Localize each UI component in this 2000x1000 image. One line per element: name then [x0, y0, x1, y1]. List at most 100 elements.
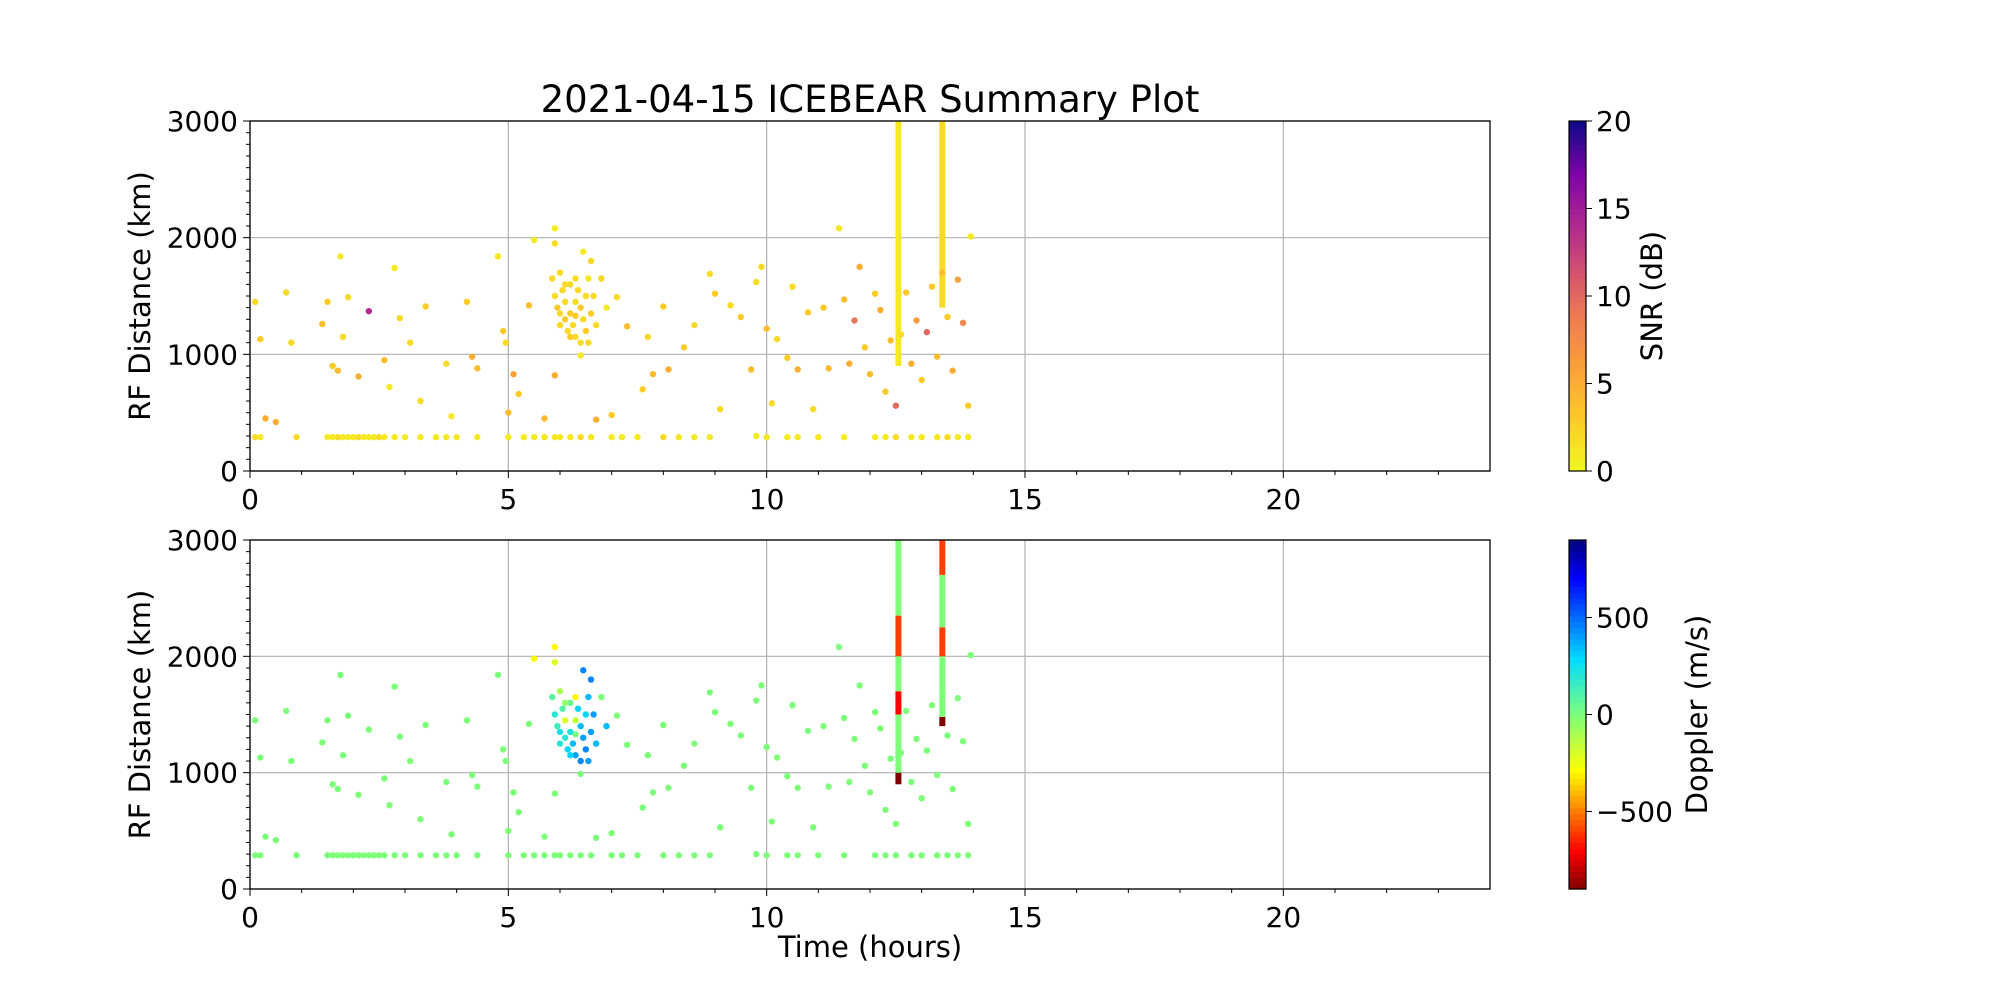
- colorbar-swatch: [1569, 656, 1586, 663]
- data-point: [585, 693, 592, 701]
- data-point: [564, 327, 571, 335]
- data-point: [964, 433, 972, 441]
- data-point: [474, 365, 481, 372]
- colorbar-swatch: [1569, 563, 1586, 570]
- data-point: [649, 789, 657, 796]
- colorbar-swatch: [1569, 389, 1586, 396]
- data-point: [324, 717, 331, 724]
- data-point: [569, 321, 577, 329]
- data-point: [892, 852, 900, 859]
- y-axis-label: RF Distance (km): [123, 590, 157, 840]
- data-point: [840, 714, 848, 722]
- colorbar-swatch: [1569, 278, 1586, 285]
- data-point: [463, 717, 471, 724]
- data-point: [474, 433, 481, 441]
- data-point: [871, 433, 879, 441]
- data-point: [691, 321, 698, 329]
- y-tick-label: 0: [220, 455, 238, 488]
- data-point: [551, 292, 559, 300]
- colorbar-swatch: [1569, 836, 1586, 844]
- data-point: [882, 433, 889, 441]
- colorbar-swatch: [1569, 167, 1586, 175]
- data-point: [569, 740, 577, 747]
- colorbar-swatch: [1569, 551, 1586, 559]
- colorbar-swatch: [1569, 226, 1586, 233]
- data-point: [551, 225, 559, 232]
- data-point: [572, 693, 579, 701]
- data-point: [502, 339, 509, 346]
- panel-snr: 0 5 10 15 20 0 1000 2000 3000 RF Distance (km) 0 5 1…: [123, 105, 1669, 516]
- colorbar-swatch: [1569, 266, 1586, 274]
- data-point: [897, 331, 905, 338]
- colorbar-swatch: [1569, 144, 1586, 151]
- data-point: [592, 740, 600, 747]
- data-point: [585, 339, 592, 346]
- colorbar-swatch: [1569, 161, 1586, 169]
- data-point: [918, 376, 925, 384]
- data-point: [577, 304, 584, 311]
- data-point: [339, 852, 347, 859]
- colorbar-swatch: [1569, 633, 1586, 640]
- streak-segment: [939, 716, 946, 727]
- data-point: [567, 852, 574, 859]
- colorbar-swatch: [1569, 737, 1586, 745]
- colorbar-swatch: [1569, 813, 1586, 820]
- data-point: [804, 309, 812, 316]
- data-point: [417, 816, 424, 823]
- data-point: [918, 433, 925, 441]
- data-point: [944, 433, 951, 441]
- data-point: [660, 303, 667, 310]
- data-point: [928, 283, 936, 290]
- data-point: [360, 433, 367, 441]
- colorbar-swatch: [1569, 743, 1586, 750]
- data-point: [386, 383, 393, 391]
- data-point: [572, 717, 579, 724]
- colorbar-swatch: [1569, 778, 1586, 785]
- data-point: [551, 658, 559, 666]
- data-point: [887, 337, 894, 344]
- data-point: [556, 852, 564, 859]
- data-point: [567, 752, 574, 759]
- data-point: [448, 412, 455, 420]
- data-point: [706, 689, 714, 696]
- data-point: [582, 711, 590, 718]
- data-point: [691, 852, 698, 859]
- data-point: [711, 290, 719, 297]
- data-point: [933, 771, 941, 779]
- data-point: [913, 735, 920, 743]
- data-point: [639, 804, 646, 811]
- data-point: [959, 319, 967, 327]
- data-point: [561, 298, 569, 306]
- colorbar-swatch: [1569, 854, 1586, 861]
- colorbar-swatch: [1569, 830, 1586, 838]
- data-point: [530, 655, 538, 662]
- data-point: [572, 731, 579, 738]
- data-point: [344, 433, 352, 441]
- data-point: [835, 225, 843, 232]
- y-tick-label: 1000: [167, 757, 238, 790]
- data-point: [443, 778, 450, 786]
- colorbar-swatch: [1569, 615, 1586, 623]
- data-point: [355, 791, 362, 798]
- data-point: [580, 667, 587, 674]
- data-point: [355, 852, 362, 859]
- data-point: [727, 302, 734, 309]
- data-point: [541, 833, 548, 840]
- data-point: [556, 310, 564, 317]
- data-point: [582, 292, 590, 300]
- colorbar-swatch: [1569, 249, 1586, 256]
- data-point: [887, 755, 894, 762]
- data-point: [967, 651, 974, 659]
- data-point: [784, 772, 791, 780]
- data-point: [923, 747, 931, 754]
- y-tick-label: 2000: [167, 222, 238, 255]
- data-point: [680, 762, 688, 769]
- data-point: [608, 433, 615, 441]
- colorbar-swatch: [1569, 877, 1586, 884]
- streak-segment: [895, 691, 902, 715]
- colorbar-swatch: [1569, 662, 1586, 669]
- data-point: [944, 852, 951, 859]
- colorbar-swatch: [1569, 627, 1586, 634]
- data-point: [763, 743, 770, 751]
